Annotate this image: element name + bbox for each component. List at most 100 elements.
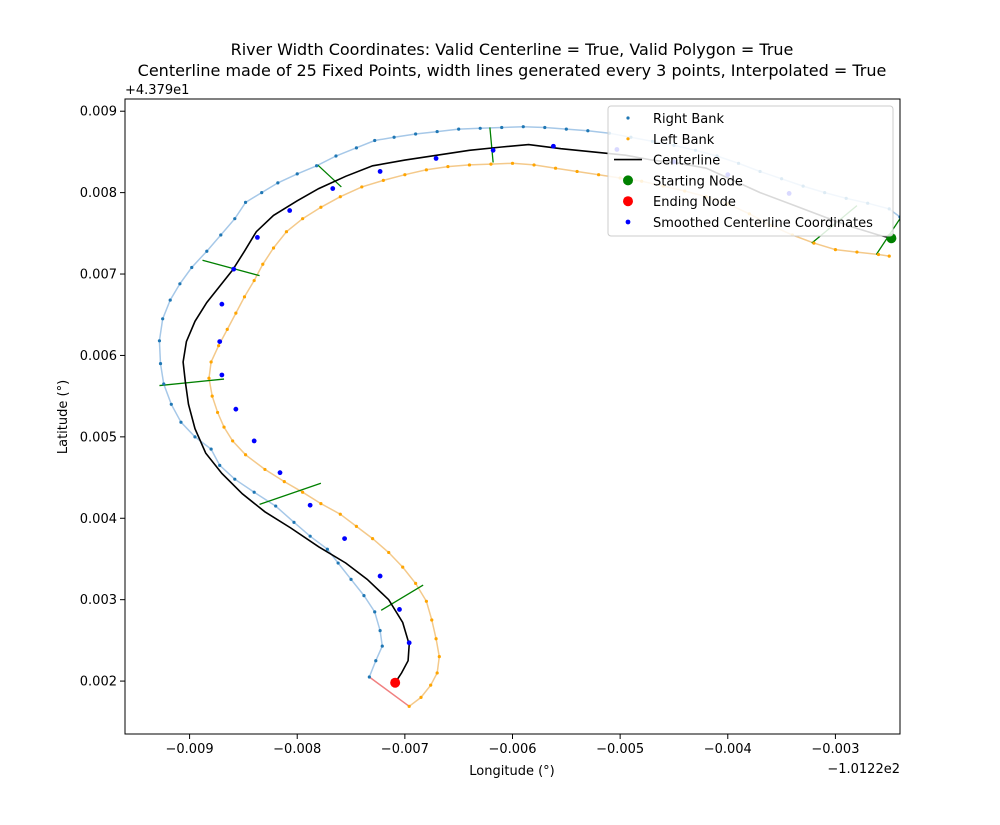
smoothed-centerline-point: [433, 156, 439, 161]
left-bank-point: [282, 480, 286, 484]
right-bank-point: [162, 382, 166, 386]
ending-node: [390, 677, 401, 688]
left-bank-point: [855, 250, 859, 254]
width-line: [380, 584, 424, 611]
smoothed-centerline-point: [277, 470, 283, 476]
left-bank-point: [242, 295, 247, 299]
left-bank-point: [360, 185, 364, 189]
left-bank-point: [284, 230, 289, 234]
width-line: [202, 259, 260, 277]
right-bank-point: [252, 490, 256, 494]
left-bank-point: [876, 252, 881, 257]
y-tick-label: 0.006: [80, 349, 117, 364]
x-offset-text: −1.0122e2: [827, 762, 900, 777]
right-bank-point: [435, 129, 439, 134]
smoothed-centerline-point: [377, 169, 383, 174]
x-axis: −0.009 −0.008 −0.007 −0.006 −0.005 −0.004 −0.0…: [166, 734, 859, 757]
left-bank-point: [231, 439, 235, 443]
left-bank-point: [489, 162, 493, 166]
left-bank-point: [263, 467, 267, 472]
smoothed-centerline-point: [231, 266, 237, 272]
right-bank-point: [274, 504, 278, 508]
right-bank-point: [392, 135, 396, 139]
left-bank-point: [234, 311, 238, 315]
y-tick-label: 0.003: [80, 593, 117, 608]
width-line: [159, 378, 225, 387]
smoothed-centerline-point: [330, 186, 336, 191]
left-bank-point: [424, 599, 428, 603]
y-offset-text: +4.379e1: [125, 83, 189, 98]
left-bank-point: [319, 502, 323, 506]
right-bank-point: [190, 265, 194, 270]
x-tick-label: −0.009: [166, 742, 214, 757]
smoothed-centerline-point: [219, 372, 225, 378]
left-bank-point: [833, 248, 838, 252]
smoothed-centerline-point: [251, 438, 257, 444]
legend-box: [607, 105, 894, 237]
left-bank-point: [575, 169, 579, 174]
x-tick-label: −0.003: [811, 742, 859, 757]
right-bank-point: [521, 125, 525, 129]
smoothed-centerline-point: [287, 208, 293, 213]
right-bank-point: [314, 164, 319, 168]
width-line: [259, 482, 322, 506]
right-bank-point: [161, 317, 165, 321]
right-bank-point: [193, 435, 197, 439]
right-bank-point: [209, 447, 213, 451]
left-bank-point: [446, 164, 450, 169]
width-line: [317, 164, 342, 188]
left-bank-point: [553, 166, 558, 170]
right-bank-point: [543, 125, 547, 130]
left-bank-point: [424, 168, 428, 172]
left-bank-point: [338, 512, 342, 516]
left-bank-point: [414, 581, 418, 585]
smoothed-centerline-point: [377, 573, 383, 579]
y-tick-label: 0.005: [80, 430, 117, 445]
left-bank-point: [217, 344, 221, 348]
end-connector-line: [368, 676, 410, 707]
smoothed-centerline-point: [551, 143, 556, 149]
left-bank-point: [403, 173, 407, 177]
left-bank-point: [301, 490, 305, 494]
right-bank-point: [219, 233, 223, 237]
right-bank-point: [478, 126, 482, 130]
left-bank-point: [370, 537, 375, 541]
left-bank-point: [430, 618, 434, 622]
left-bank-point: [812, 241, 816, 245]
right-bank-point: [157, 339, 162, 343]
left-bank-point: [407, 704, 411, 708]
left-bank-point: [437, 655, 441, 659]
smoothed-centerline-point: [219, 301, 225, 307]
legend-label: Ending Node: [653, 195, 736, 210]
legend-label: Left Bank: [653, 133, 715, 148]
smoothed-centerline-point: [233, 406, 239, 412]
smoothed-centerline-point: [342, 536, 347, 542]
left-bank-point: [210, 394, 214, 398]
chart-title-line-2: Centerline made of 25 Fixed Points, widt…: [138, 61, 887, 80]
right-bank-point: [233, 217, 237, 221]
right-bank-point: [380, 644, 384, 648]
right-bank-point: [334, 154, 338, 158]
left-bank-point: [207, 376, 211, 380]
right-bank-point: [169, 402, 173, 406]
x-axis-label: Longitude (°): [469, 764, 554, 779]
left-bank-point: [215, 410, 220, 415]
y-tick-label: 0.004: [80, 512, 117, 527]
right-bank-point: [367, 675, 371, 679]
left-bank-point: [401, 565, 405, 569]
right-bank-point: [292, 520, 296, 524]
legend-swatch: [626, 137, 630, 141]
smoothed-centerline-point: [254, 234, 260, 240]
right-bank-point: [336, 561, 340, 565]
right-bank-point: [564, 127, 568, 131]
left-bank-point: [301, 217, 305, 221]
right-bank-point: [295, 172, 299, 176]
left-bank-point: [209, 360, 213, 364]
legend-swatch: [626, 116, 630, 120]
smoothed-centerline-point: [217, 339, 223, 345]
left-bank-point: [338, 195, 342, 199]
left-bank-point: [354, 524, 359, 529]
right-bank-point: [308, 534, 312, 538]
legend: Right Bank Left Bank Centerline Starting No…: [607, 105, 894, 237]
